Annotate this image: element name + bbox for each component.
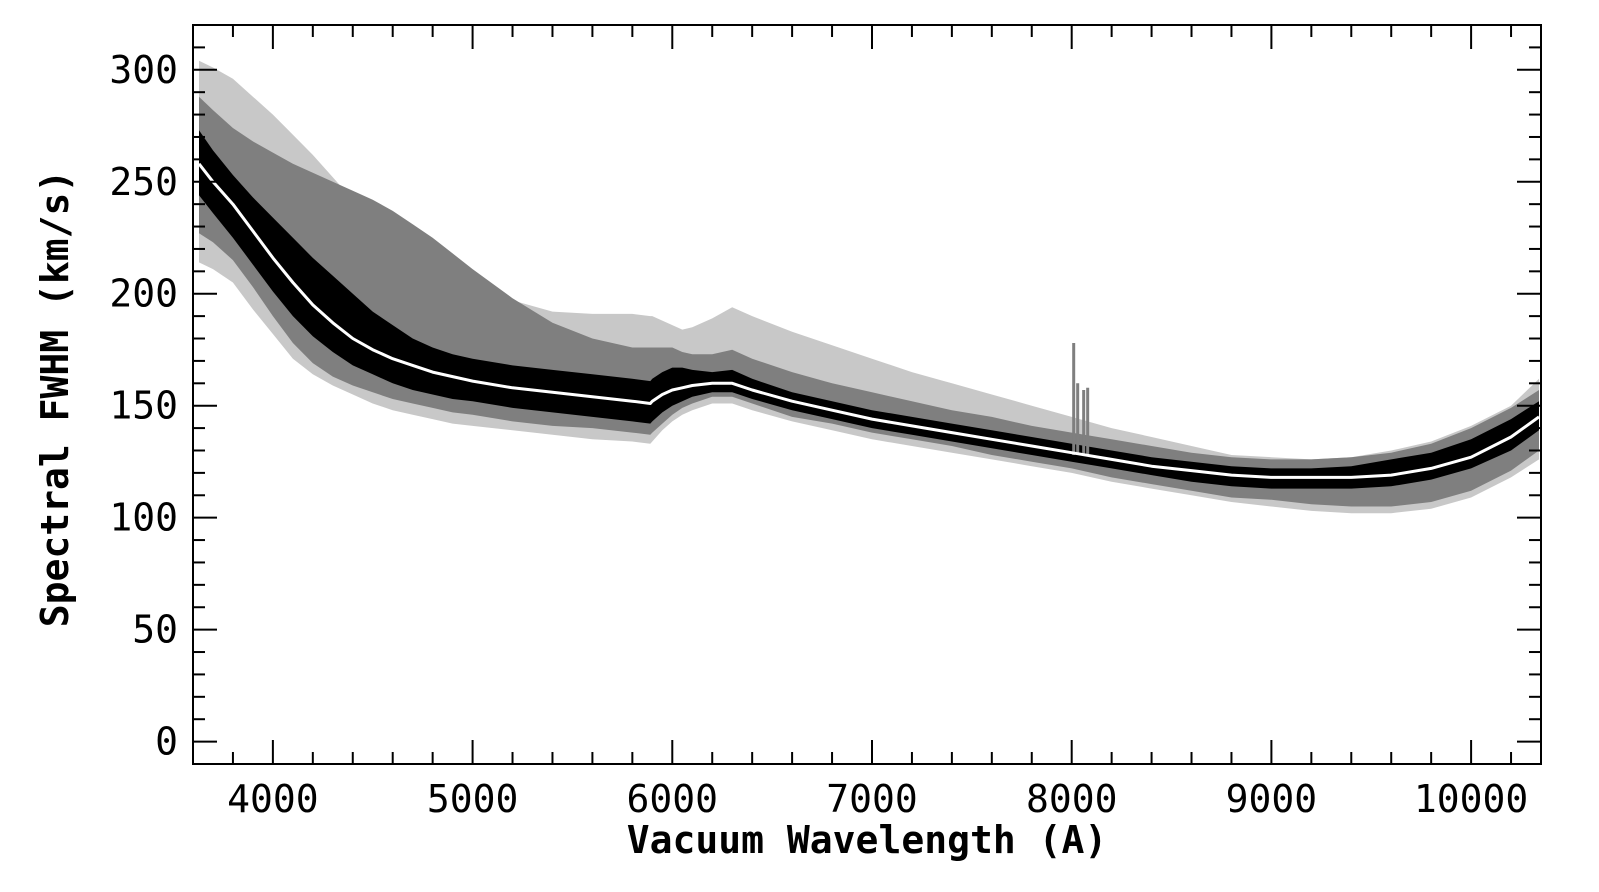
- y-axis-label: Spectral FWHM (km/s): [33, 170, 77, 628]
- inner-band: [199, 130, 1539, 489]
- y-tick-label: 100: [109, 496, 178, 540]
- x-tick-label: 9000: [1226, 777, 1318, 821]
- plot-area: [197, 60, 1540, 514]
- y-tick-label: 150: [109, 384, 178, 428]
- x-tick-label: 10000: [1414, 777, 1528, 821]
- plot-frame: [192, 24, 1542, 765]
- y-tick-label: 300: [109, 48, 178, 92]
- x-tick-label: 5000: [427, 777, 519, 821]
- median-line: [197, 162, 1540, 479]
- y-tick-label: 200: [109, 272, 178, 316]
- tick-labels: 4000 5000 6000 7000 8000 9000 10000 0 50 100 150 20…: [109, 48, 1528, 821]
- y-tick-label: 250: [109, 160, 178, 204]
- x-axis-label: Vacuum Wavelength (A): [627, 818, 1107, 862]
- x-tick-label: 6000: [627, 777, 719, 821]
- y-tick-label: 50: [132, 608, 178, 652]
- x-tick-label: 4000: [227, 777, 319, 821]
- axis-ticks: [192, 24, 1541, 765]
- x-tick-label: 8000: [1026, 777, 1118, 821]
- y-tick-label: 0: [155, 720, 178, 764]
- x-tick-label: 7000: [826, 777, 918, 821]
